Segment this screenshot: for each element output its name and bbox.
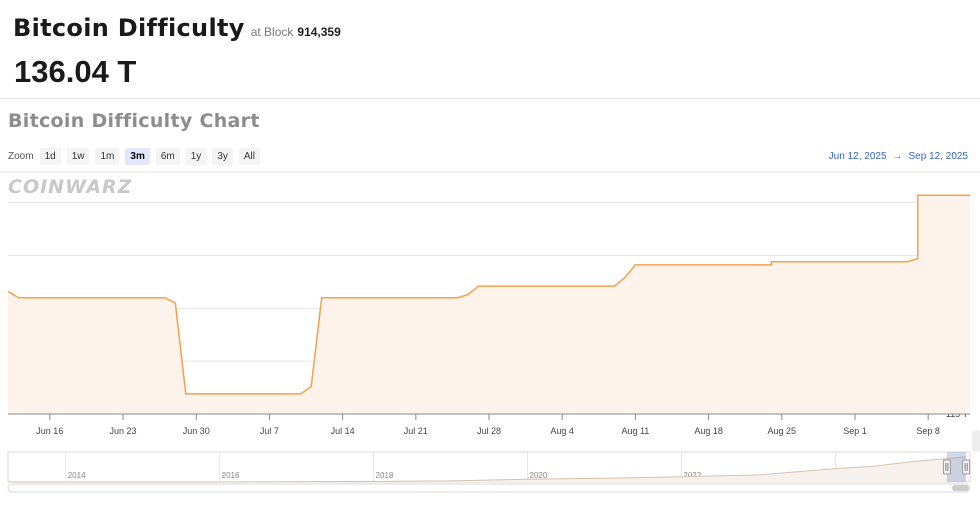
page-header: Bitcoin Difficulty at Block 914,359	[13, 14, 341, 42]
navigator-year-label: 2014	[68, 471, 86, 480]
zoom-3m-button[interactable]: 3m	[125, 148, 150, 165]
x-tick-label: Aug 18	[694, 426, 723, 436]
difficulty-area-fill	[8, 195, 970, 414]
difficulty-series-line	[7, 194, 970, 395]
zoom-1d-button[interactable]: 1d	[39, 148, 61, 165]
zoom-1y-button[interactable]: 1y	[185, 148, 207, 165]
date-range-selector: Jun 12, 2025 → Sep 12, 2025	[829, 151, 968, 162]
navigator-area	[8, 456, 967, 482]
zoom-label: Zoom	[8, 151, 34, 162]
current-difficulty-value: 136.04 T	[14, 54, 137, 89]
coinwarz-watermark-logo: COINWARZ	[8, 176, 133, 198]
navigator-year-label: 2022	[683, 471, 701, 480]
page-scroll-knob[interactable]	[972, 430, 980, 452]
x-tick-label: Sep 1	[843, 426, 867, 436]
zoom-1w-button[interactable]: 1w	[66, 148, 90, 165]
x-tick-label: Jul 7	[260, 426, 279, 436]
zoom-bar: Zoom 1d 1w 1m 3m 6m 1y 3y All	[8, 148, 266, 165]
x-tick-label: Aug 25	[768, 426, 797, 436]
navigator-year-label: 2020	[529, 471, 547, 480]
zoom-All-button[interactable]: All	[238, 148, 260, 165]
title-row: Bitcoin Difficulty at Block 914,359	[13, 14, 341, 42]
navigator-year-label: 2016	[222, 471, 240, 480]
navigator-selection[interactable]	[946, 452, 967, 482]
header-divider	[0, 98, 980, 99]
navigator-line	[8, 456, 967, 483]
x-tick-label: Aug 11	[621, 426, 649, 436]
at-block-label: at Block	[250, 25, 294, 39]
range-from-input[interactable]: Jun 12, 2025	[828, 151, 887, 162]
block-number: 914,359	[297, 25, 341, 39]
range-to-input[interactable]: Sep 12, 2025	[908, 151, 969, 162]
navigator-year-label: 2018	[376, 471, 394, 480]
navigator-scrollbar-track[interactable]	[7, 483, 971, 493]
x-tick-label: Jun 16	[36, 426, 63, 436]
x-tick-label: Jul 28	[477, 426, 501, 436]
x-tick-label: Jun 23	[110, 426, 137, 436]
x-tick-label: Jul 21	[404, 426, 428, 436]
zoom-1m-button[interactable]: 1m	[95, 148, 120, 165]
x-tick-label: Jun 30	[183, 426, 210, 436]
chart-title: Bitcoin Difficulty Chart	[8, 110, 260, 132]
x-tick-label: Jul 14	[331, 426, 355, 436]
navigator-handle-left[interactable]	[942, 459, 951, 475]
navigator-handle-right[interactable]	[962, 459, 971, 475]
zoom-buttons: 1d 1w 1m 3m 6m 1y 3y All	[39, 148, 266, 165]
x-tick-label: Aug 4	[550, 426, 574, 436]
navigator-scrollbar-thumb[interactable]	[952, 485, 969, 491]
x-tick-label: Sep 8	[916, 426, 940, 436]
zoom-6m-button[interactable]: 6m	[155, 148, 180, 165]
page-title: Bitcoin Difficulty	[13, 14, 245, 42]
zoom-3y-button[interactable]: 3y	[212, 148, 233, 165]
range-arrow: →	[892, 151, 903, 162]
